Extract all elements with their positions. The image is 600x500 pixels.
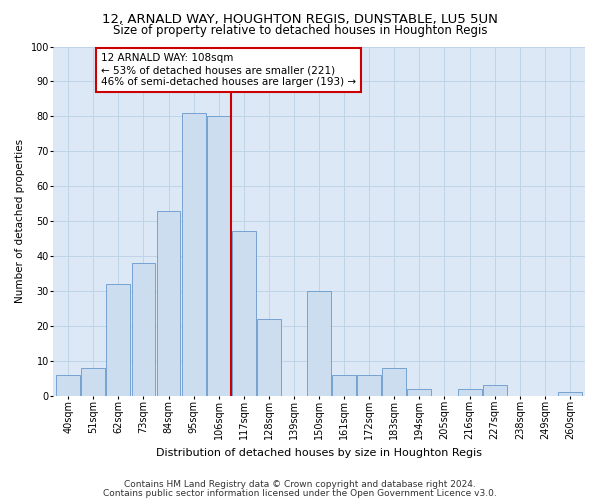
X-axis label: Distribution of detached houses by size in Houghton Regis: Distribution of detached houses by size … [156, 448, 482, 458]
Bar [232, 232, 256, 396]
Bar [157, 210, 181, 396]
Text: Size of property relative to detached houses in Houghton Regis: Size of property relative to detached ho… [113, 24, 487, 37]
Bar [257, 318, 281, 396]
Bar [56, 374, 80, 396]
Bar [82, 368, 105, 396]
Bar [483, 385, 506, 396]
Bar [407, 388, 431, 396]
Bar [131, 263, 155, 396]
Bar [106, 284, 130, 396]
Text: 12, ARNALD WAY, HOUGHTON REGIS, DUNSTABLE, LU5 5UN: 12, ARNALD WAY, HOUGHTON REGIS, DUNSTABL… [102, 12, 498, 26]
Bar [307, 291, 331, 396]
Bar [382, 368, 406, 396]
Bar [458, 388, 482, 396]
Text: Contains public sector information licensed under the Open Government Licence v3: Contains public sector information licen… [103, 488, 497, 498]
Text: 12 ARNALD WAY: 108sqm
← 53% of detached houses are smaller (221)
46% of semi-det: 12 ARNALD WAY: 108sqm ← 53% of detached … [101, 54, 356, 86]
Y-axis label: Number of detached properties: Number of detached properties [15, 139, 25, 303]
Bar [332, 374, 356, 396]
Text: Contains HM Land Registry data © Crown copyright and database right 2024.: Contains HM Land Registry data © Crown c… [124, 480, 476, 489]
Bar [358, 374, 381, 396]
Bar [558, 392, 582, 396]
Bar [182, 113, 206, 396]
Bar [207, 116, 230, 396]
